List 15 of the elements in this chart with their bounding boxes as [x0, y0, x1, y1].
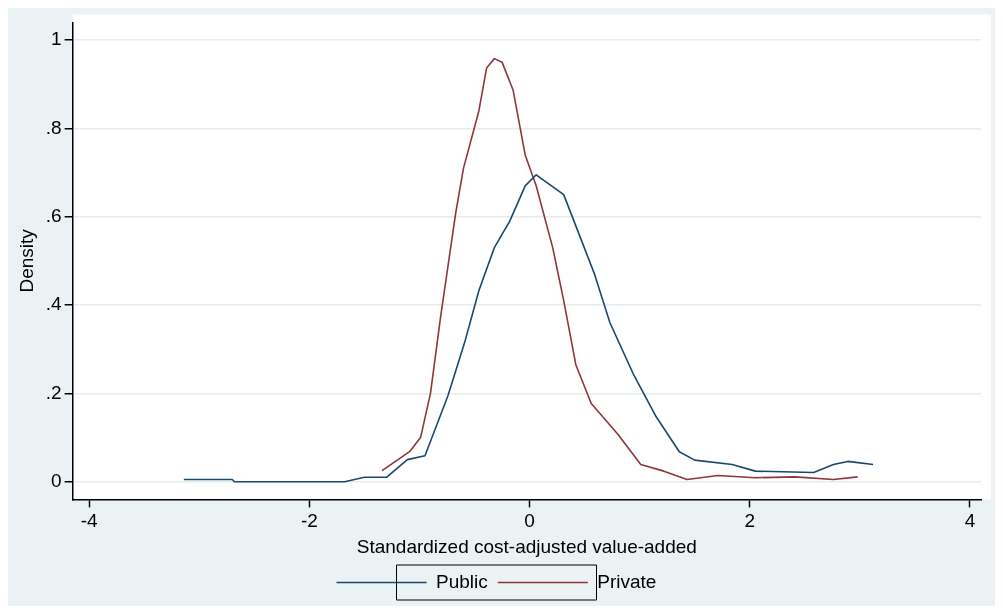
- y-tick-label: .2: [45, 381, 62, 403]
- x-axis-title: Standardized cost-adjusted value-added: [356, 535, 697, 557]
- y-tick-label: 0: [51, 469, 62, 491]
- x-tick-label: -4: [80, 510, 99, 532]
- legend-label: Private: [597, 570, 657, 592]
- x-tick-label: 2: [744, 510, 756, 532]
- x-tick-label: 0: [524, 510, 535, 532]
- y-tick-label: .4: [45, 293, 63, 315]
- x-tick-label: -2: [300, 510, 318, 532]
- x-tick-label: 4: [964, 510, 976, 532]
- y-tick-label: .8: [45, 116, 62, 138]
- y-tick-label: 1: [51, 28, 62, 50]
- y-axis-title: Density: [15, 228, 37, 293]
- y-tick-label: .6: [45, 204, 62, 226]
- legend-label: Public: [436, 570, 488, 592]
